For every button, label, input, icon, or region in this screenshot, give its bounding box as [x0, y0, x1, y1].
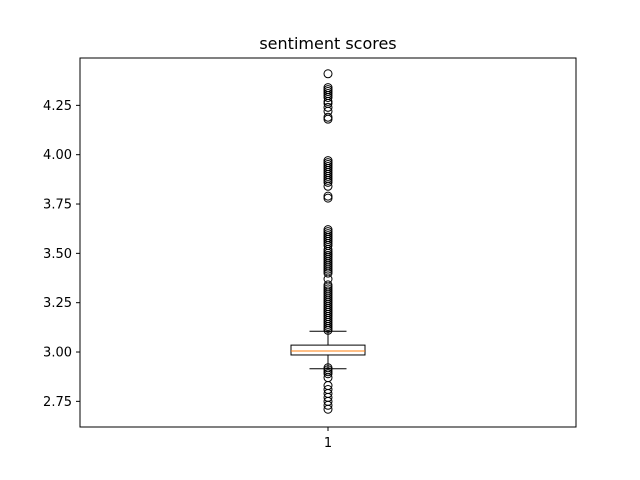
outlier-point — [323, 280, 333, 290]
chart-title: sentiment scores — [259, 34, 396, 53]
outlier-point — [323, 114, 333, 124]
outlier-point — [323, 225, 333, 235]
outlier-point — [323, 385, 333, 395]
outliers — [323, 69, 333, 414]
y-tick-label: 4.25 — [43, 99, 72, 114]
y-axis: 2.75 3.00 3.25 3.50 3.75 4.00 4.25 — [43, 99, 80, 410]
outlier-point — [323, 102, 333, 112]
y-tick-label: 3.25 — [43, 296, 72, 311]
outlier-point — [323, 83, 333, 93]
y-tick-label: 4.00 — [43, 148, 72, 163]
x-tick-label: 1 — [324, 436, 332, 451]
x-axis: 1 — [324, 427, 332, 451]
y-tick-label: 2.75 — [43, 395, 72, 410]
outlier-point — [323, 112, 333, 122]
outlier-point — [323, 193, 333, 203]
outlier-point — [323, 191, 333, 201]
box-group — [290, 330, 366, 370]
iqr-box — [290, 344, 366, 356]
outlier-point — [323, 363, 333, 373]
outlier-point — [323, 156, 333, 166]
outlier-point — [323, 69, 333, 79]
y-tick-label: 3.00 — [43, 346, 72, 361]
y-tick-label: 3.50 — [43, 247, 72, 262]
y-tick-label: 3.75 — [43, 198, 72, 213]
